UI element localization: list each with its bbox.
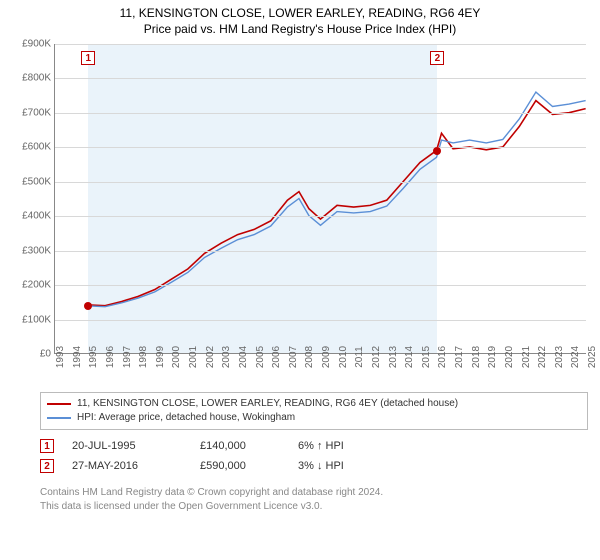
x-tick-label: 2017 bbox=[454, 346, 465, 368]
y-tick-label: £600K bbox=[22, 142, 55, 153]
footer-line-2: This data is licensed under the Open Gov… bbox=[40, 501, 322, 512]
y-tick-label: £800K bbox=[22, 73, 55, 84]
event-row-marker: 1 bbox=[40, 439, 54, 453]
event-row-pct: 6% ↑ HPI bbox=[298, 440, 388, 452]
gridline bbox=[55, 78, 586, 79]
event-row: 2 27-MAY-2016 £590,000 3% ↓ HPI bbox=[40, 456, 588, 476]
x-tick-label: 2001 bbox=[188, 346, 199, 368]
event-row-pct: 3% ↓ HPI bbox=[298, 460, 388, 472]
x-tick-label: 2011 bbox=[354, 346, 365, 368]
title-line-1: 11, KENSINGTON CLOSE, LOWER EARLEY, READ… bbox=[0, 6, 600, 22]
x-tick-label: 1994 bbox=[72, 346, 83, 368]
legend-swatch bbox=[47, 417, 71, 419]
legend-label: HPI: Average price, detached house, Woki… bbox=[77, 411, 295, 425]
event-row-marker: 2 bbox=[40, 459, 54, 473]
x-tick-label: 2012 bbox=[371, 346, 382, 368]
events-table: 1 20-JUL-1995 £140,000 6% ↑ HPI 2 27-MAY-2016… bbox=[40, 436, 588, 476]
event-marker: 2 bbox=[430, 51, 444, 65]
x-tick-label: 1998 bbox=[138, 346, 149, 368]
x-tick-label: 2015 bbox=[421, 346, 432, 368]
event-row: 1 20-JUL-1995 £140,000 6% ↑ HPI bbox=[40, 436, 588, 456]
y-tick-label: £400K bbox=[22, 211, 55, 222]
gridline bbox=[55, 216, 586, 217]
x-tick-label: 2025 bbox=[587, 346, 598, 368]
y-tick-label: £100K bbox=[22, 314, 55, 325]
y-tick-label: £0 bbox=[40, 349, 55, 360]
gridline bbox=[55, 147, 586, 148]
gridline bbox=[55, 44, 586, 45]
y-tick-label: £900K bbox=[22, 39, 55, 50]
event-row-price: £140,000 bbox=[200, 440, 280, 452]
y-tick-label: £700K bbox=[22, 107, 55, 118]
event-row-price: £590,000 bbox=[200, 460, 280, 472]
x-tick-label: 2020 bbox=[504, 346, 515, 368]
gridline bbox=[55, 320, 586, 321]
line-series bbox=[55, 44, 586, 353]
x-tick-label: 2009 bbox=[321, 346, 332, 368]
event-dot bbox=[433, 147, 441, 155]
x-tick-label: 2002 bbox=[205, 346, 216, 368]
series-line-0 bbox=[89, 101, 586, 306]
event-row-date: 20-JUL-1995 bbox=[72, 440, 182, 452]
x-tick-label: 2016 bbox=[437, 346, 448, 368]
x-tick-label: 2022 bbox=[537, 346, 548, 368]
x-tick-label: 1993 bbox=[55, 346, 66, 368]
attribution-footer: Contains HM Land Registry data © Crown c… bbox=[40, 486, 588, 513]
gridline bbox=[55, 285, 586, 286]
event-marker: 1 bbox=[81, 51, 95, 65]
y-tick-label: £300K bbox=[22, 245, 55, 256]
chart-title: 11, KENSINGTON CLOSE, LOWER EARLEY, READ… bbox=[0, 0, 600, 37]
x-tick-label: 2024 bbox=[570, 346, 581, 368]
x-tick-label: 2005 bbox=[255, 346, 266, 368]
x-tick-label: 2007 bbox=[288, 346, 299, 368]
legend: 11, KENSINGTON CLOSE, LOWER EARLEY, READ… bbox=[40, 392, 588, 430]
legend-label: 11, KENSINGTON CLOSE, LOWER EARLEY, READ… bbox=[77, 397, 458, 411]
x-tick-label: 2021 bbox=[521, 346, 532, 368]
legend-item: HPI: Average price, detached house, Woki… bbox=[47, 411, 581, 425]
gridline bbox=[55, 251, 586, 252]
series-line-1 bbox=[89, 92, 586, 307]
legend-swatch bbox=[47, 403, 71, 405]
x-tick-label: 2018 bbox=[471, 346, 482, 368]
x-tick-label: 1997 bbox=[122, 346, 133, 368]
y-tick-label: £200K bbox=[22, 280, 55, 291]
plot-area: £0£100K£200K£300K£400K£500K£600K£700K£80… bbox=[54, 44, 586, 354]
y-tick-label: £500K bbox=[22, 176, 55, 187]
x-tick-label: 2013 bbox=[388, 346, 399, 368]
legend-item: 11, KENSINGTON CLOSE, LOWER EARLEY, READ… bbox=[47, 397, 581, 411]
x-tick-label: 2000 bbox=[171, 346, 182, 368]
title-line-2: Price paid vs. HM Land Registry's House … bbox=[0, 22, 600, 38]
gridline bbox=[55, 182, 586, 183]
x-tick-label: 2010 bbox=[338, 346, 349, 368]
x-tick-label: 2004 bbox=[238, 346, 249, 368]
x-tick-label: 2019 bbox=[487, 346, 498, 368]
footer-line-1: Contains HM Land Registry data © Crown c… bbox=[40, 487, 383, 498]
x-tick-label: 2014 bbox=[404, 346, 415, 368]
gridline bbox=[55, 113, 586, 114]
x-tick-label: 1995 bbox=[88, 346, 99, 368]
x-tick-label: 1999 bbox=[155, 346, 166, 368]
x-tick-label: 2008 bbox=[304, 346, 315, 368]
event-row-date: 27-MAY-2016 bbox=[72, 460, 182, 472]
x-tick-label: 2006 bbox=[271, 346, 282, 368]
x-tick-label: 2003 bbox=[221, 346, 232, 368]
figure: { "title": { "line1": "11, KENSINGTON CL… bbox=[0, 0, 600, 560]
x-tick-label: 2023 bbox=[554, 346, 565, 368]
x-tick-label: 1996 bbox=[105, 346, 116, 368]
event-dot bbox=[84, 302, 92, 310]
